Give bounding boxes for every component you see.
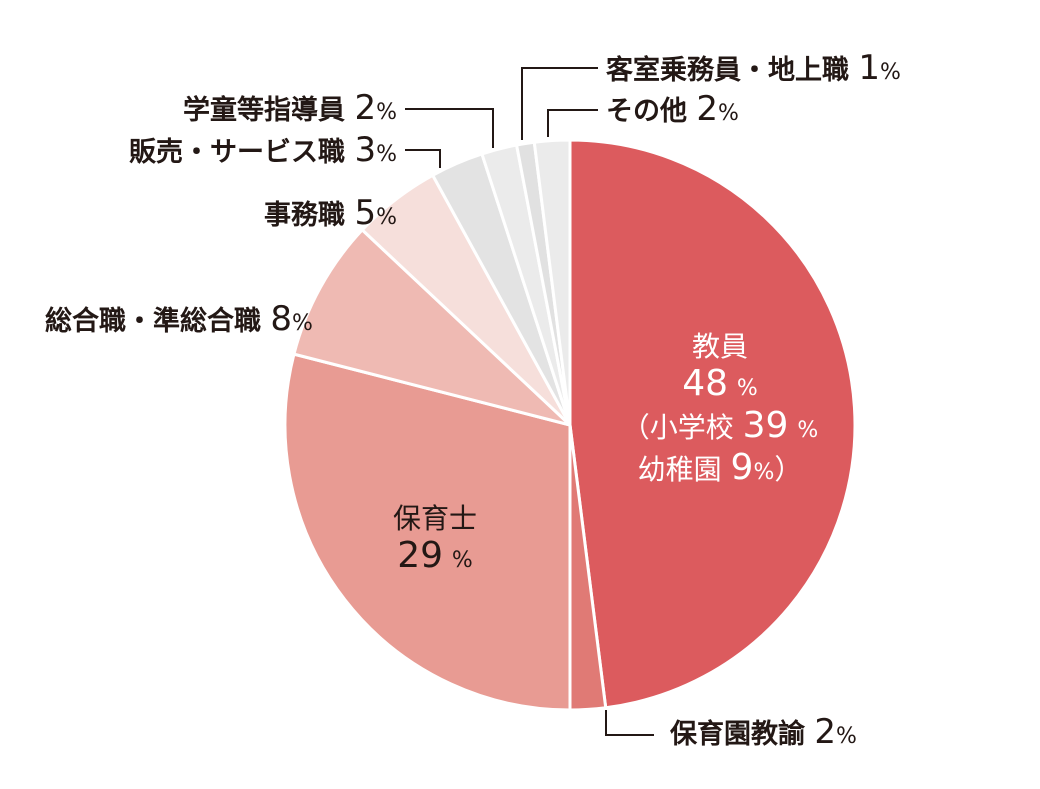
- leader-cabin: [521, 67, 598, 140]
- pie-slice: [568, 138, 857, 710]
- label-cabin: 客室乗務員・地上職 1%: [606, 48, 901, 88]
- leader-other: [547, 109, 598, 137]
- pie-slice: [292, 227, 572, 427]
- label-childcare: 保育士 29 %: [392, 502, 477, 576]
- pie-slices: [283, 138, 857, 712]
- label-nursery-teacher: 保育園教諭 2%: [670, 712, 857, 752]
- label-career: 総合職・準総合職 8%: [45, 299, 313, 339]
- pie-slice: [532, 138, 572, 426]
- label-office: 事務職 5%: [264, 193, 397, 233]
- pie-slice: [283, 352, 572, 712]
- leader-afterschool: [405, 108, 494, 148]
- label-other: その他 2%: [606, 89, 739, 129]
- label-sales: 販売・サービス職 3%: [129, 130, 397, 170]
- label-afterschool: 学童等指導員 2%: [183, 88, 397, 128]
- label-teacher: 教員 48 % （小学校 39 % 幼稚園 9%）: [621, 330, 819, 488]
- leader-lines: [405, 67, 654, 736]
- leader-nursery-teacher: [605, 710, 654, 736]
- leader-sales: [405, 149, 441, 168]
